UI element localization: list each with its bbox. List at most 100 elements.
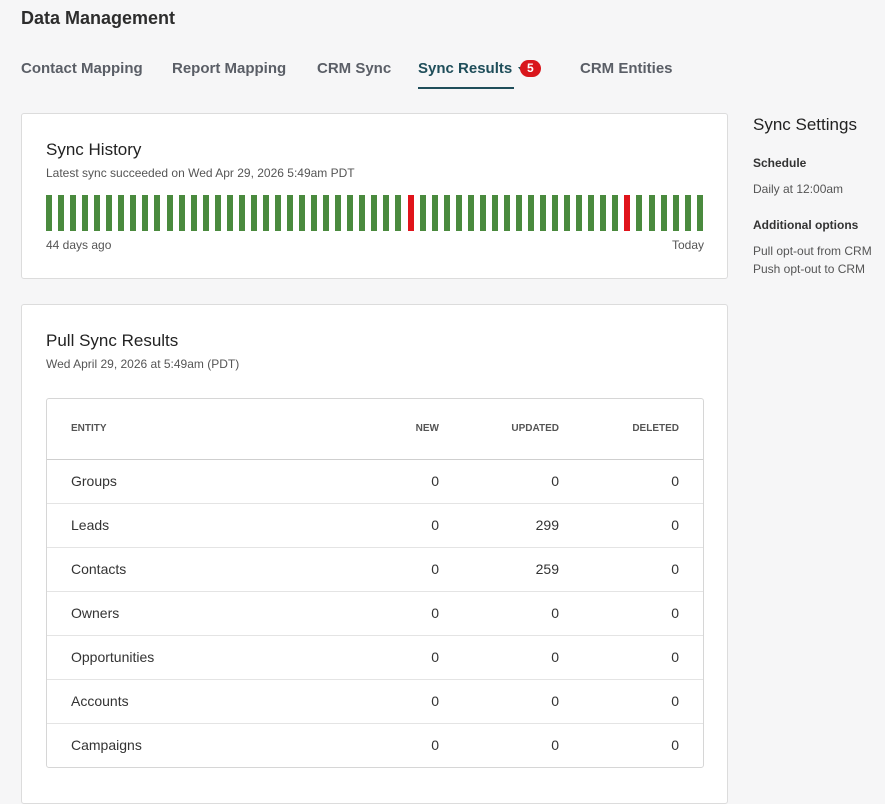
history-bar — [166, 195, 173, 231]
cell-value: 0 — [671, 737, 679, 753]
column-header: UPDATED — [511, 423, 559, 434]
sidebar-item: Push opt-out to CRM — [753, 262, 866, 276]
history-bar — [274, 195, 281, 231]
tab[interactable]: CRM Entities — [580, 60, 673, 77]
history-bar — [287, 195, 293, 231]
card-subtitle: Latest sync succeeded on Wed Apr 29, 202… — [46, 166, 355, 180]
sidebar-item: Daily at 12:00am — [753, 182, 844, 196]
history-bar — [202, 195, 209, 231]
history-bar — [250, 195, 257, 231]
history-bar — [106, 195, 113, 231]
history-bar — [552, 195, 559, 231]
history-bar — [431, 195, 438, 231]
history-bar — [226, 195, 233, 231]
row-divider — [47, 723, 703, 724]
row-divider — [47, 547, 703, 548]
history-bar — [190, 195, 197, 231]
history-bar — [612, 195, 619, 231]
cell-value: 0 — [431, 605, 439, 621]
tab-underline — [418, 87, 514, 89]
column-header: NEW — [415, 423, 439, 434]
entity-name: Contacts — [71, 561, 127, 577]
entity-name: Accounts — [71, 693, 129, 709]
history-bar — [142, 195, 149, 231]
cell-value: 0 — [551, 605, 559, 621]
cell-value: 0 — [671, 649, 679, 665]
history-bar — [347, 195, 354, 231]
history-bar — [600, 195, 607, 231]
history-start-label: 44 days ago — [46, 238, 112, 252]
entity-name: Groups — [71, 473, 117, 489]
tab[interactable]: CRM Sync — [317, 60, 392, 77]
cell-value: 0 — [551, 649, 559, 665]
history-bar — [383, 195, 390, 231]
card-title: Sync History — [46, 140, 142, 159]
history-bar — [528, 195, 534, 231]
tab[interactable]: Sync Results — [418, 59, 525, 79]
sidebar-heading: Additional options — [753, 218, 859, 232]
cell-value: 0 — [431, 649, 439, 665]
row-divider — [47, 635, 703, 636]
cell-value: 0 — [551, 693, 559, 709]
history-bar — [238, 195, 245, 231]
cell-value: 0 — [671, 473, 679, 489]
results-table — [46, 398, 704, 768]
history-bar — [371, 195, 378, 231]
sidebar-heading: Schedule — [753, 156, 807, 170]
history-bar — [540, 195, 547, 231]
row-divider — [47, 503, 703, 504]
cell-value: 0 — [671, 605, 679, 621]
history-end-label: Today — [671, 238, 704, 252]
history-bar — [214, 195, 221, 231]
card-title: Pull Sync Results — [46, 331, 179, 350]
page: Data Management Contact Mapping Report Map… — [21, 8, 872, 804]
history-bar — [419, 195, 426, 231]
history-bar — [636, 195, 643, 231]
history-bar — [503, 195, 510, 231]
history-bar — [576, 195, 583, 231]
sidebar-item: Pull opt-out from CRM — [753, 244, 872, 258]
history-bar — [299, 195, 306, 231]
entity-name: Opportunities — [71, 649, 155, 665]
header-divider — [47, 459, 703, 460]
history-bar — [564, 195, 571, 231]
cell-value: 259 — [535, 561, 559, 577]
entity-name: Leads — [71, 517, 110, 533]
history-bar — [46, 195, 52, 231]
history-bar — [58, 195, 65, 231]
page-title: Data Management — [21, 8, 176, 28]
history-bar — [130, 195, 137, 231]
history-bar — [467, 195, 474, 231]
cell-value: 0 — [671, 561, 679, 577]
tab[interactable]: Report Mapping — [172, 60, 287, 77]
history-bar — [672, 195, 679, 231]
column-header: ENTITY — [71, 423, 107, 434]
history-bar — [648, 195, 655, 231]
history-bar — [70, 195, 77, 231]
cell-value: 0 — [431, 737, 439, 753]
history-bar — [660, 195, 667, 231]
entity-name: Campaigns — [71, 737, 142, 753]
history-bar — [323, 195, 330, 231]
row-divider — [47, 591, 703, 592]
cell-value: 0 — [671, 517, 679, 533]
tab-badge: 5 — [520, 60, 541, 77]
history-bar — [479, 195, 486, 231]
cell-value: 299 — [535, 517, 559, 533]
row-divider — [47, 679, 703, 680]
history-bar — [118, 195, 125, 231]
cell-value: 0 — [551, 473, 559, 489]
cell-value: 0 — [431, 517, 439, 533]
tab[interactable]: Contact Mapping — [21, 60, 143, 77]
history-bar — [696, 195, 703, 231]
cell-value: 0 — [431, 693, 439, 709]
history-bar — [178, 195, 185, 231]
cell-value: 0 — [551, 737, 559, 753]
history-bar — [588, 195, 595, 231]
history-bar — [455, 195, 462, 231]
cell-value: 0 — [671, 693, 679, 709]
history-bar — [515, 195, 522, 231]
history-bar — [407, 195, 414, 231]
cell-value: 0 — [431, 473, 439, 489]
cell-value: 0 — [431, 561, 439, 577]
